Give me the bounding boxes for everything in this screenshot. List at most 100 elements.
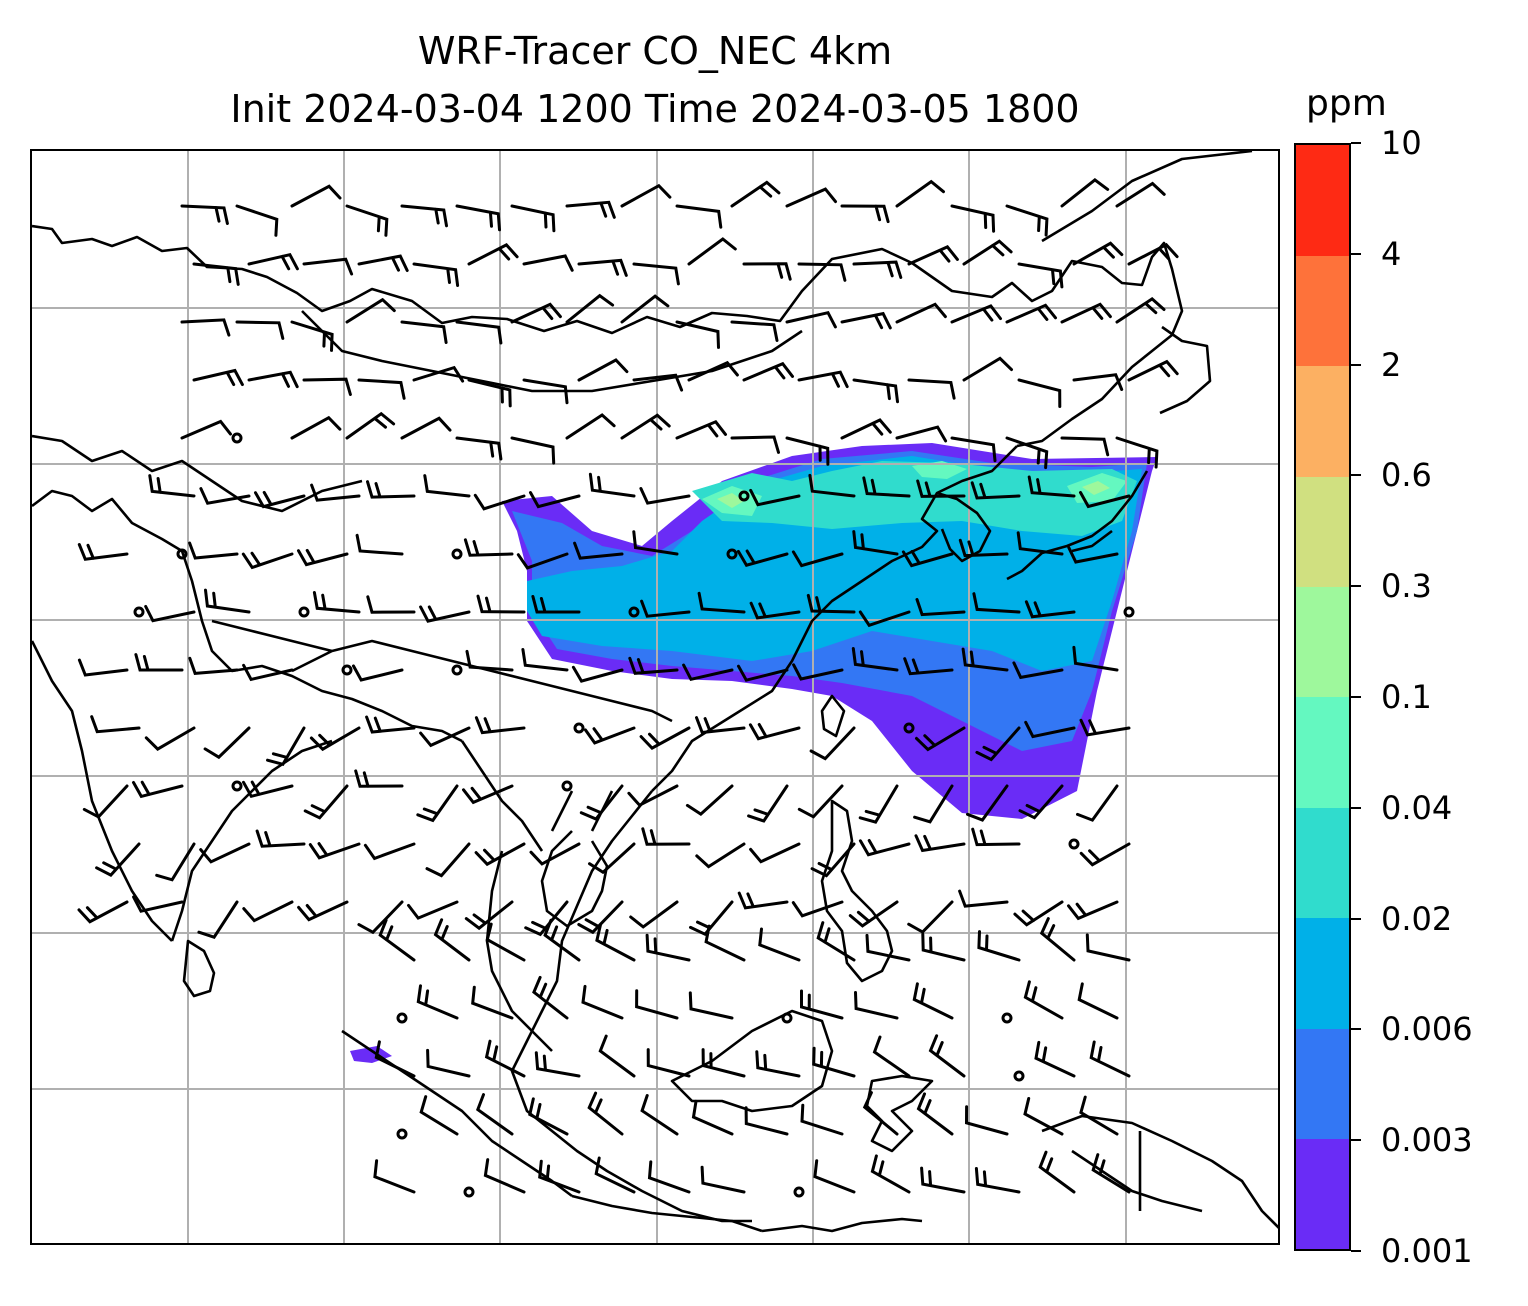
wind-barb — [1085, 933, 1131, 962]
wind-barb — [730, 180, 781, 208]
wind-barb — [1016, 531, 1064, 556]
map-subtitle: Init 2024-03-04 1200 Time 2024-03-05 180… — [230, 87, 1080, 131]
wind-barb — [840, 311, 892, 330]
colorbar-tick-label: 0.001 — [1381, 1232, 1473, 1270]
wind-barb — [1079, 842, 1131, 867]
coastlines — [32, 151, 1278, 1233]
wind-barb — [972, 592, 1021, 614]
map-title: WRF-Tracer CO_NEC 4km — [417, 29, 893, 73]
wind-barb — [581, 984, 624, 1020]
wind-barb — [865, 933, 911, 962]
wind-barb — [958, 538, 1009, 558]
wind-barb — [465, 649, 514, 672]
wind-barb — [571, 665, 624, 683]
wind-barb — [1017, 262, 1064, 289]
wind-barb — [1023, 1097, 1064, 1136]
colorbar-segment — [1296, 917, 1349, 1029]
wind-barb — [685, 784, 734, 816]
wind-barb — [357, 900, 404, 935]
wind-barb — [1013, 900, 1064, 927]
wind-barb — [1115, 436, 1159, 469]
wind-barb — [1012, 661, 1064, 680]
wind-barb — [579, 784, 624, 821]
calm-wind-marker — [1123, 606, 1135, 618]
wind-barb — [907, 900, 954, 934]
wind-barb — [758, 927, 801, 962]
wind-barb — [510, 436, 556, 465]
wind-barb — [255, 829, 306, 848]
wind-barb — [192, 368, 244, 387]
wind-barb — [700, 1165, 746, 1194]
calm-wind-marker — [1068, 838, 1080, 850]
wind-barb — [534, 1051, 581, 1078]
border-central-asia — [32, 434, 363, 513]
wind-barb — [455, 436, 503, 461]
wind-barb — [474, 842, 526, 867]
colorbar-tick — [1351, 474, 1361, 477]
wind-barb — [1005, 303, 1057, 324]
wind-barb — [1077, 982, 1119, 1020]
wind-barb — [416, 784, 459, 823]
border-indochina-inner — [460, 740, 614, 852]
wind-barb — [912, 982, 954, 1020]
wind-barb — [1091, 1153, 1131, 1194]
wind-barb — [77, 900, 129, 924]
wind-barb — [573, 541, 624, 560]
wind-barb — [1023, 980, 1064, 1020]
wind-barb — [675, 419, 727, 440]
wind-barb — [962, 239, 1013, 266]
colorbar-tick — [1351, 363, 1361, 366]
wind-barb — [594, 1156, 636, 1194]
coast-malay-peninsula — [485, 850, 553, 1052]
wind-barb — [241, 551, 294, 570]
colorbar-tick-label: 0.003 — [1381, 1121, 1473, 1160]
coast-japan — [1006, 470, 1149, 581]
wind-barb — [197, 900, 239, 939]
colorbar-tick-label: 0.04 — [1381, 788, 1453, 827]
wind-barb — [928, 1034, 966, 1078]
wind-barb — [510, 204, 556, 233]
wind-barb — [302, 377, 352, 396]
wind-barb — [242, 663, 294, 682]
calm-wind-marker — [561, 780, 573, 792]
wind-barb — [462, 784, 514, 805]
wind-barb — [895, 425, 948, 443]
wind-barb — [531, 595, 581, 614]
wind-barb — [247, 252, 299, 271]
wind-barb — [188, 541, 239, 560]
wind-barb — [532, 975, 569, 1020]
wind-barb — [352, 664, 404, 682]
coast-new-guinea-south — [1071, 1149, 1203, 1213]
wind-barb — [419, 1095, 459, 1136]
wind-barb — [632, 373, 684, 392]
wind-barb — [813, 1159, 856, 1194]
wind-barb — [870, 1154, 911, 1194]
coast-china-east — [651, 445, 1018, 792]
colorbar-tick-label: 4 — [1381, 234, 1402, 273]
wind-barb — [144, 605, 196, 623]
map-panel — [30, 149, 1280, 1245]
coast-north-asia — [32, 224, 1184, 448]
wind-barb — [1076, 784, 1119, 822]
tracer-plume — [350, 443, 1157, 1063]
wind-barb — [1060, 178, 1110, 208]
wind-barb — [473, 493, 526, 511]
wind-barb — [464, 900, 514, 931]
colorbar-segment — [1296, 1028, 1349, 1140]
calm-wind-marker — [1001, 1012, 1013, 1024]
colorbar-segment — [1296, 476, 1349, 588]
wind-barb — [522, 378, 569, 405]
wind-barb — [378, 918, 416, 962]
coast-borneo — [670, 1009, 834, 1113]
calm-wind-marker — [133, 606, 145, 618]
wind-barb — [529, 491, 581, 509]
wind-barb — [400, 320, 448, 344]
wind-barb — [1038, 1150, 1076, 1194]
wind-barb — [528, 1097, 569, 1136]
wind-barb — [1005, 204, 1049, 237]
colorbar-unit-label: ppm — [1306, 83, 1387, 124]
border-himalaya — [211, 619, 333, 653]
wind-barb — [737, 891, 789, 910]
colorbar-tick — [1351, 1028, 1361, 1031]
wind-barb — [858, 839, 911, 857]
